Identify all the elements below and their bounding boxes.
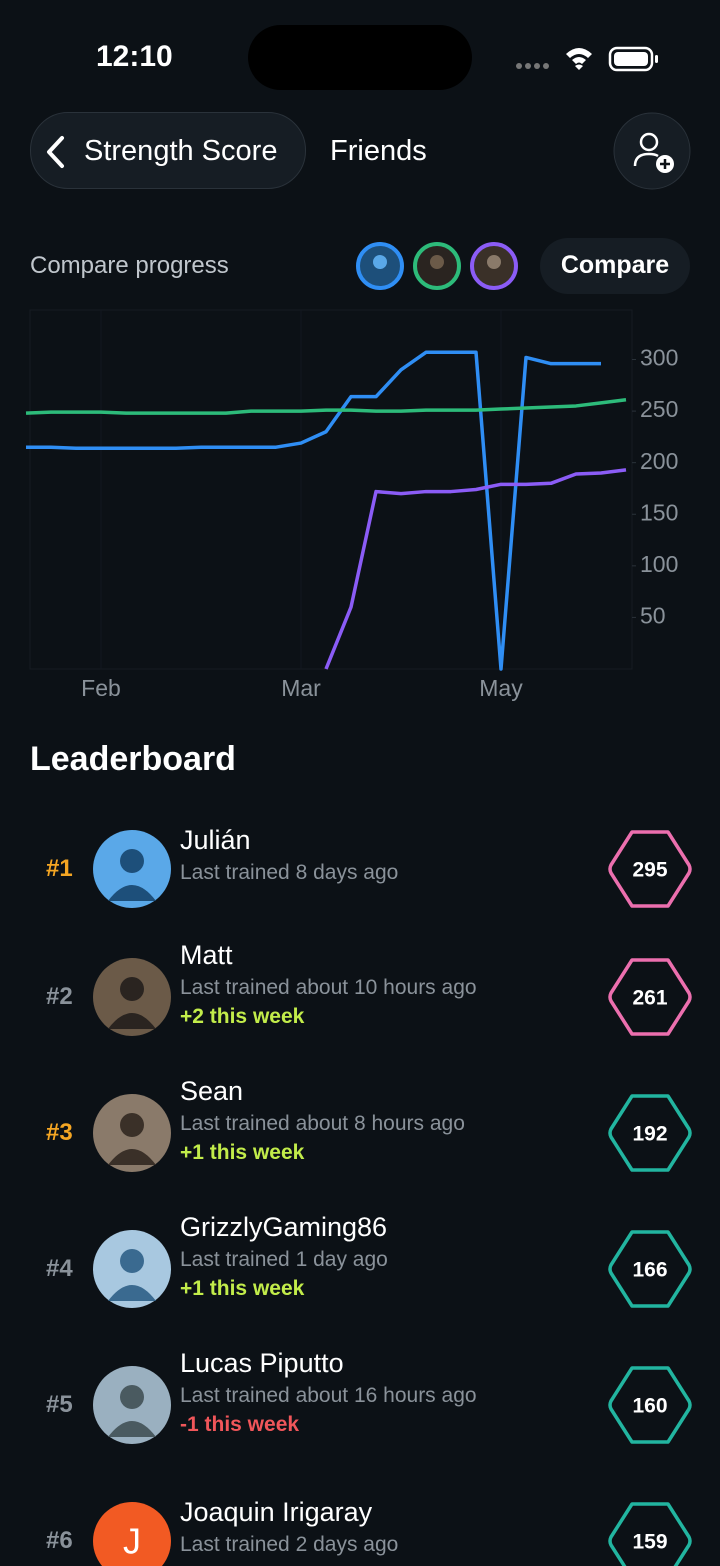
back-button[interactable]: [30, 112, 306, 189]
badge-shape: [608, 1230, 692, 1308]
rank: #1: [46, 855, 73, 882]
score: 261: [632, 987, 667, 1010]
badge-shape: [608, 1502, 692, 1566]
avatar-body: [108, 1149, 156, 1165]
dynamic-island: [248, 25, 472, 90]
badge-shape: [608, 1366, 692, 1444]
series-line: [25, 398, 627, 415]
user-name: Joaquin Irigaray: [180, 1497, 373, 1527]
avatar-letter: J: [123, 1521, 141, 1562]
avatar-head: [120, 849, 144, 873]
back-chevron: [47, 136, 64, 168]
avatar: [93, 1230, 171, 1308]
last-trained: Last trained 2 days ago: [180, 1533, 399, 1556]
x-tick-label: Mar: [281, 675, 321, 701]
badge-shape: [608, 1094, 692, 1172]
weekly-change: +2 this week: [180, 1005, 305, 1028]
last-trained: Last trained about 16 hours ago: [180, 1384, 477, 1407]
back-label[interactable]: Strength Score: [84, 135, 278, 167]
weekly-change: +1 this week: [180, 1277, 305, 1300]
y-tick-label: 200: [640, 448, 678, 474]
add-friend-button[interactable]: [613, 112, 691, 190]
avatar-head: [120, 1249, 144, 1273]
score-badge: 159: [608, 1502, 692, 1566]
status-time: 12:10: [96, 40, 173, 73]
avatar: J: [93, 1502, 171, 1566]
badge-shape: [608, 830, 692, 908]
avatar: [93, 1366, 171, 1444]
user-name: GrizzlyGaming86: [180, 1212, 388, 1242]
tab-label[interactable]: Friends: [330, 135, 427, 167]
score-badge: 261: [608, 958, 692, 1036]
score-badge: 192: [608, 1094, 692, 1172]
user-name: Sean: [180, 1076, 244, 1106]
rank: #3: [46, 1119, 73, 1146]
avatar-face: [373, 255, 387, 269]
rank: #2: [46, 983, 73, 1010]
plot-area: [29, 309, 633, 670]
progress-chart: 50 100 150 200 250 300 Feb Mar May: [25, 309, 678, 701]
y-tick-label: 150: [640, 499, 678, 525]
y-tick-label: 300: [640, 345, 678, 371]
avatar-body: [108, 1421, 156, 1437]
avatar-bg: [93, 1502, 171, 1566]
score: 295: [632, 859, 667, 882]
series-line: [26, 350, 601, 671]
avatar-body: [108, 1013, 156, 1029]
y-tick-label: 250: [640, 396, 678, 422]
compare-button[interactable]: [540, 238, 690, 294]
score-badge: 166: [608, 1230, 692, 1308]
score: 166: [632, 1259, 667, 1282]
last-trained: Last trained 8 days ago: [180, 861, 399, 884]
series-line: [324, 468, 627, 670]
last-trained: Last trained 1 day ago: [180, 1248, 388, 1271]
status-icons: [516, 46, 658, 72]
avatar-body: [108, 885, 156, 901]
x-tick-label: May: [479, 675, 523, 701]
weekly-change: +1 this week: [180, 1141, 305, 1164]
avatar: [93, 1094, 171, 1172]
y-tick-label: 100: [640, 551, 678, 577]
user-name: Lucas Piputto: [180, 1348, 344, 1378]
score: 160: [632, 1395, 667, 1418]
compare-label: Compare progress: [30, 252, 229, 279]
avatar-face: [430, 255, 444, 269]
user-name: Julián: [180, 825, 251, 855]
user-name: Matt: [180, 940, 233, 970]
avatar-body: [108, 1285, 156, 1301]
avatar: [93, 958, 171, 1036]
avatar-head: [120, 1385, 144, 1409]
y-tick-label: 50: [640, 602, 666, 628]
rank: #4: [46, 1255, 73, 1282]
avatar-head: [120, 1113, 144, 1137]
compare-button-label[interactable]: Compare: [560, 251, 670, 279]
leaderboard-title: Leaderboard: [30, 740, 236, 778]
rank: #6: [46, 1527, 73, 1554]
score: 192: [632, 1123, 667, 1146]
avatar: [93, 830, 171, 908]
badge-shape: [608, 958, 692, 1036]
last-trained: Last trained about 8 hours ago: [180, 1112, 465, 1135]
compare-avatars: [356, 242, 518, 290]
x-tick-label: Feb: [81, 675, 121, 701]
avatar-head: [120, 977, 144, 1001]
score-badge: 160: [608, 1366, 692, 1444]
rank: #5: [46, 1391, 73, 1418]
last-trained: Last trained about 10 hours ago: [180, 976, 477, 999]
score-badge: 295: [608, 830, 692, 908]
score: 159: [632, 1531, 667, 1554]
avatar-face: [487, 255, 501, 269]
weekly-change: -1 this week: [180, 1413, 300, 1436]
